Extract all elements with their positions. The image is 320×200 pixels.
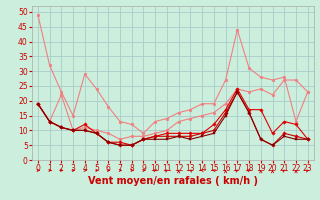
X-axis label: Vent moyen/en rafales ( km/h ): Vent moyen/en rafales ( km/h ) [88, 176, 258, 186]
